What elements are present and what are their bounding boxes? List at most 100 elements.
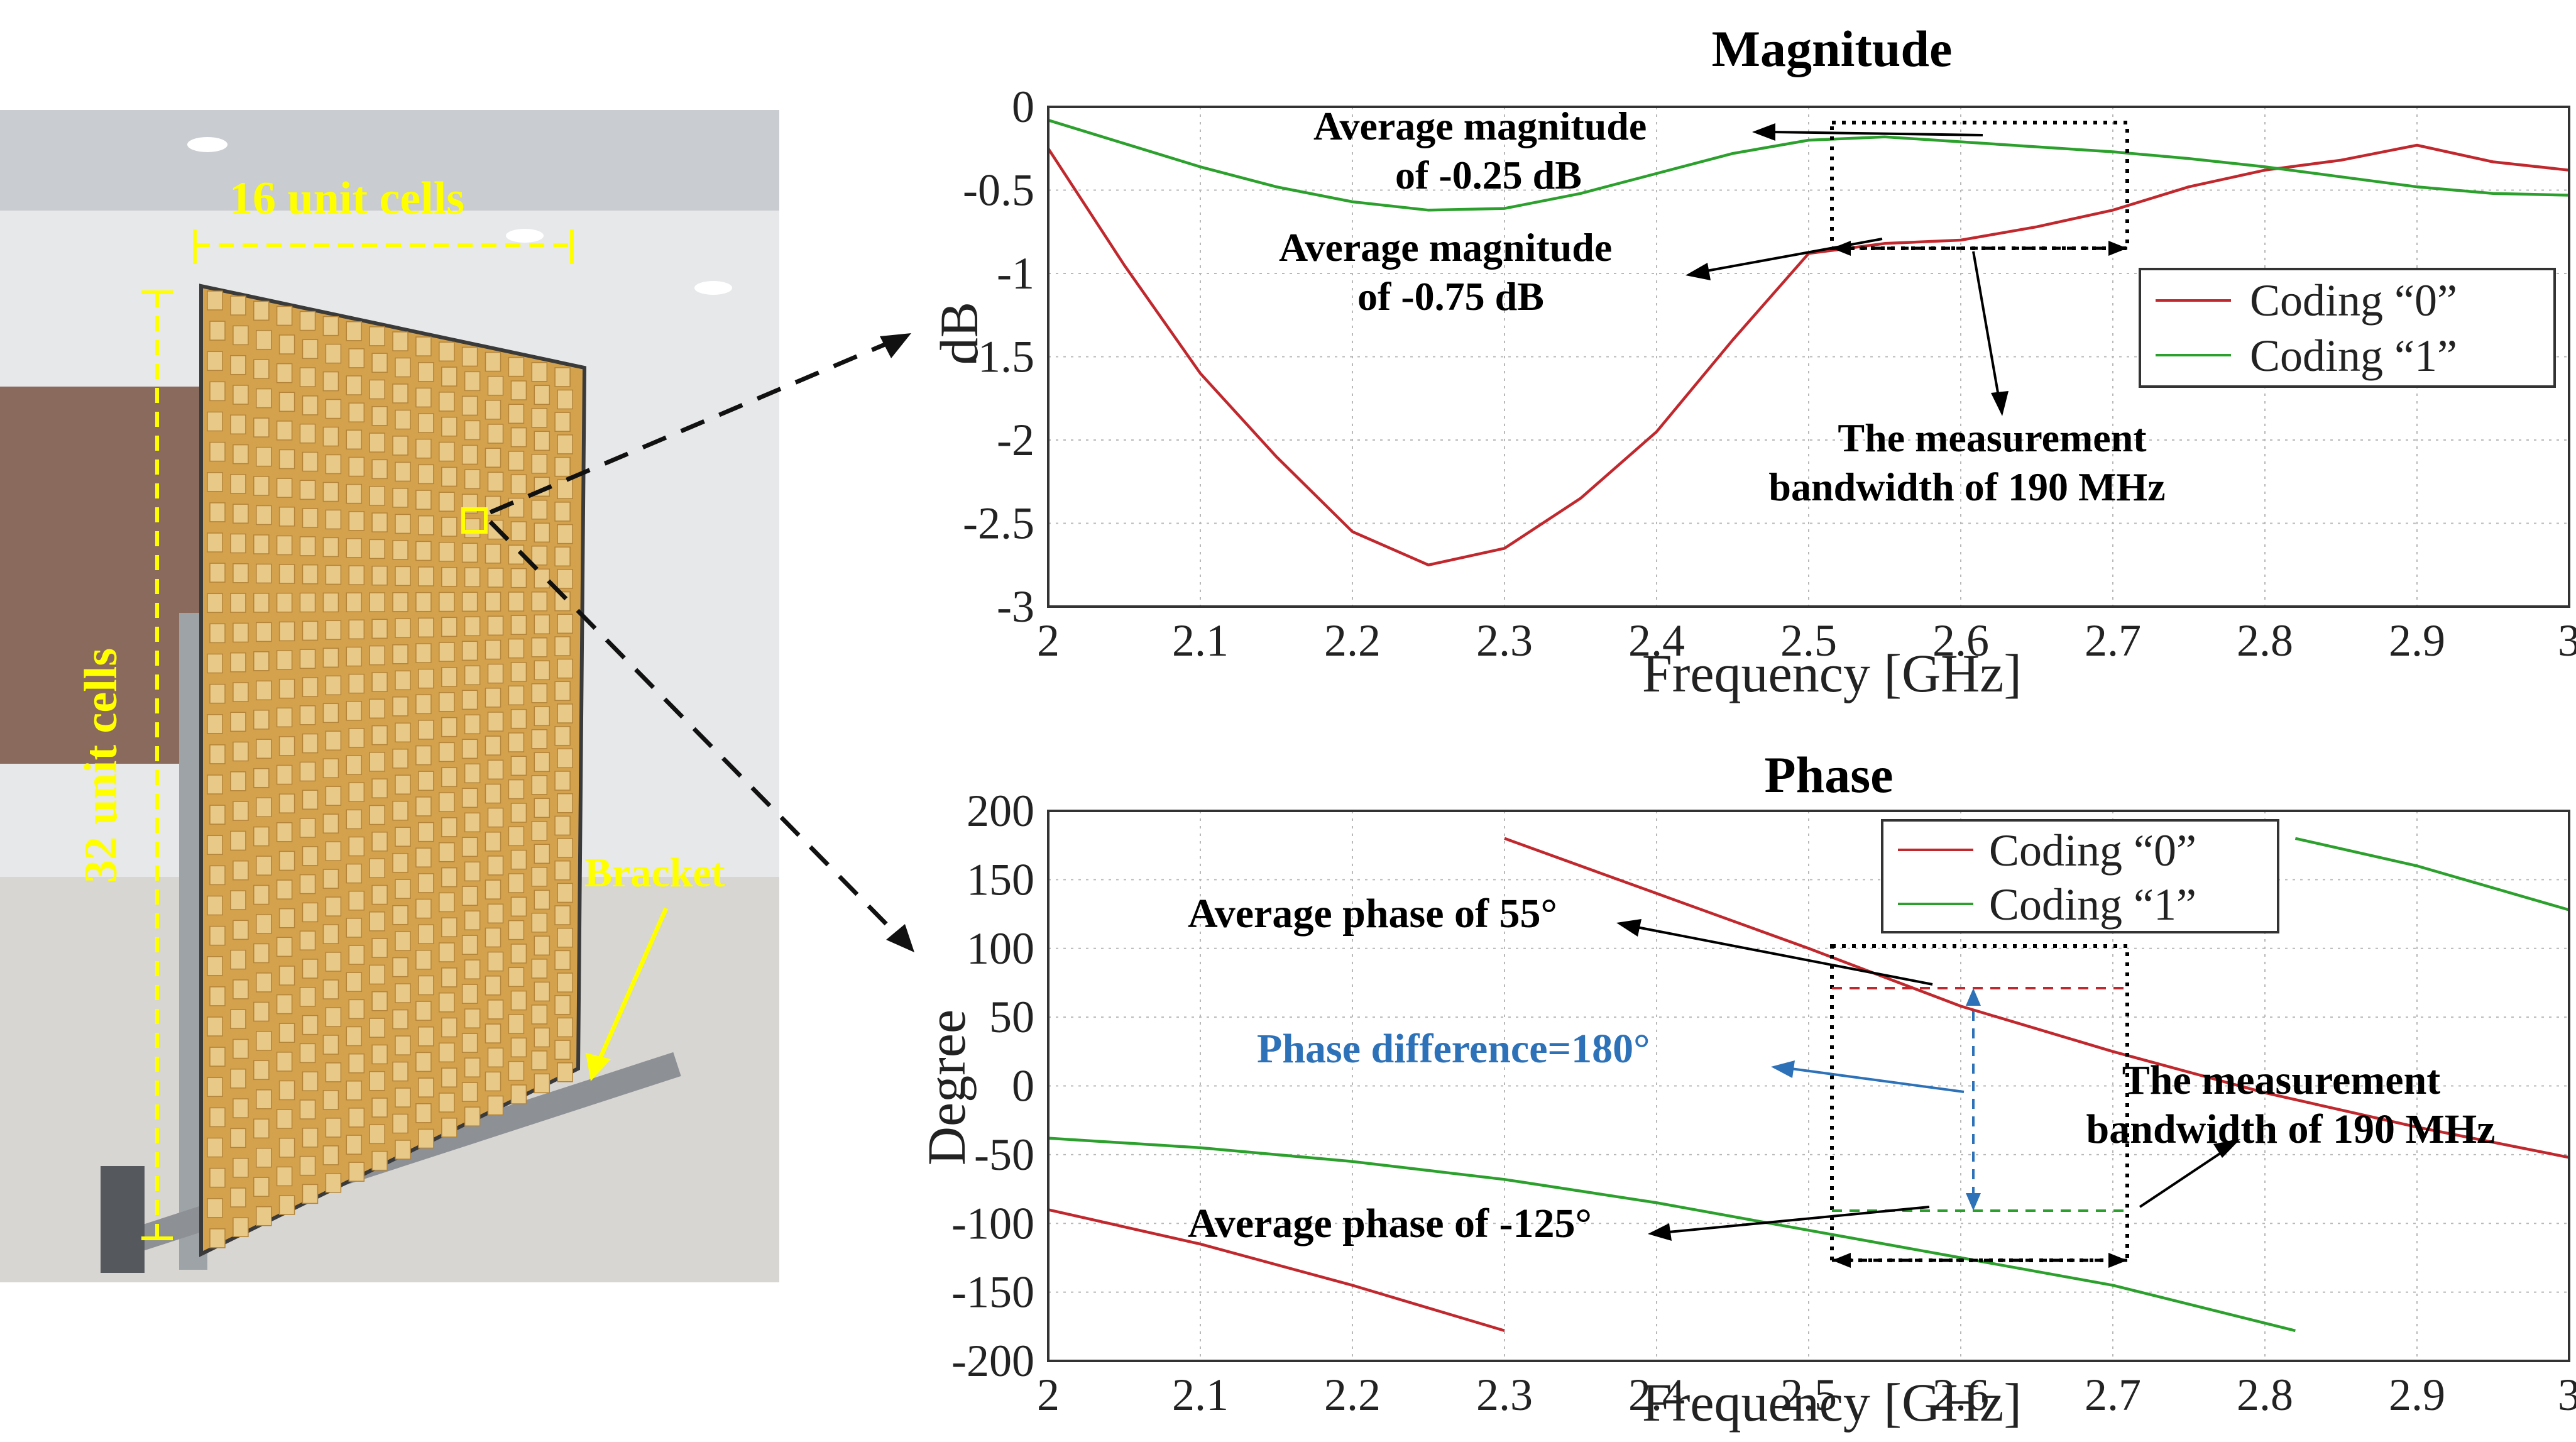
unit-cell [508, 1060, 525, 1081]
unit-cell [348, 673, 365, 694]
unit-cell [392, 749, 408, 769]
unit-cell [233, 1038, 249, 1059]
unit-cell [209, 321, 226, 341]
phase-avg-1-label: Average phase of -125° [1188, 1201, 1592, 1247]
unit-cell [256, 563, 272, 584]
unit-cell [395, 1140, 411, 1160]
unit-cell [302, 564, 319, 585]
unit-cell [531, 683, 548, 703]
unit-cell [487, 759, 504, 780]
unit-cell [207, 956, 223, 976]
unit-cell [256, 797, 272, 817]
magnitude-chart: Magnitude 2 2.1 2.2 2.3 2.4 2.5 2.6 2.7 2.8 2.9 3 … [929, 20, 2576, 703]
unit-cell [207, 472, 223, 492]
unit-cell [392, 1009, 408, 1030]
unit-cell [302, 339, 319, 360]
x-tick-label: 2.3 [1476, 615, 1533, 666]
magnitude-x-ticks: 2 2.1 2.2 2.3 2.4 2.5 2.6 2.7 2.8 2.9 3 [1037, 615, 2576, 666]
unit-cell [233, 1157, 249, 1178]
unit-cell [392, 592, 408, 612]
unit-cell [461, 346, 478, 367]
unit-cell [464, 665, 481, 686]
unit-cell [299, 705, 316, 725]
unit-cell [461, 542, 478, 563]
unit-cell [253, 768, 270, 788]
unit-cell [418, 1128, 434, 1149]
unit-cell [253, 943, 270, 964]
unit-cell [418, 720, 434, 740]
unit-cell [371, 1150, 388, 1171]
unit-cell [487, 856, 504, 876]
unit-cell [369, 486, 385, 506]
unit-cell [441, 967, 458, 988]
unit-cell [439, 842, 455, 862]
unit-cell [395, 827, 411, 847]
x-tick-label: 2.2 [1324, 1370, 1381, 1420]
unit-cell [395, 514, 411, 534]
unit-cell [418, 566, 434, 586]
unit-cell [276, 650, 293, 670]
unit-cell [439, 492, 455, 512]
y-tick-label: 100 [967, 923, 1034, 974]
ceiling-light [506, 229, 544, 243]
unit-cell [485, 688, 501, 708]
unit-cell [325, 1173, 342, 1193]
unit-cell [441, 517, 458, 537]
unit-cell [508, 544, 525, 565]
unit-cell [325, 620, 342, 641]
unit-cell [302, 1128, 319, 1148]
unit-cell [508, 451, 525, 471]
y-tick-label: 200 [967, 786, 1034, 836]
unit-cell [534, 522, 551, 543]
unit-cell [302, 733, 319, 754]
unit-cell [461, 886, 478, 906]
unit-cell [369, 752, 385, 772]
unit-cell [256, 446, 272, 467]
unit-cell [302, 1071, 319, 1091]
unit-cell [531, 637, 548, 658]
unit-cell [302, 959, 319, 979]
unit-cell [369, 911, 385, 932]
unit-cell [418, 1077, 434, 1098]
ceiling [0, 110, 779, 211]
unit-cell [299, 874, 316, 894]
unit-cell [534, 706, 551, 727]
unit-cell [418, 464, 434, 485]
unit-cell [256, 505, 272, 526]
unit-cell [392, 436, 408, 456]
unit-cell [487, 375, 504, 396]
unit-cell [233, 801, 249, 821]
unit-cell [392, 957, 408, 977]
unit-cell [253, 593, 270, 613]
unit-cell [209, 865, 226, 886]
unit-cell [418, 362, 434, 382]
unit-cell [534, 981, 551, 1002]
unit-cell [253, 359, 270, 379]
phase-band-box [1830, 944, 2129, 1262]
unit-cell [461, 984, 478, 1004]
unit-cell [392, 1061, 408, 1082]
phase-band-arrow-left [1832, 1253, 1851, 1268]
unit-cell [531, 867, 548, 887]
phase-y-ticks: 200 150 100 50 0 -50 -100 -150 -200 [951, 786, 1034, 1386]
unit-cell [510, 1084, 527, 1104]
unit-cell [346, 483, 363, 504]
unit-cell [346, 429, 363, 450]
unit-cell [276, 879, 293, 900]
unit-cell [233, 385, 249, 405]
unit-cell [230, 1187, 246, 1208]
magnitude-avg-1-line1: Average magnitude [1313, 104, 1647, 148]
unit-cell [346, 863, 363, 884]
unit-cell [531, 408, 548, 428]
unit-cell [233, 741, 249, 762]
unit-cell [439, 341, 455, 362]
unit-cell [371, 778, 388, 798]
unit-cell [256, 329, 272, 350]
unit-cell [276, 994, 293, 1015]
unit-cell [256, 1031, 272, 1051]
unit-cell [415, 336, 432, 356]
unit-cell [510, 568, 527, 588]
unit-cell [209, 683, 226, 704]
unit-cell-grid [207, 290, 573, 1248]
unit-cell [487, 663, 504, 684]
